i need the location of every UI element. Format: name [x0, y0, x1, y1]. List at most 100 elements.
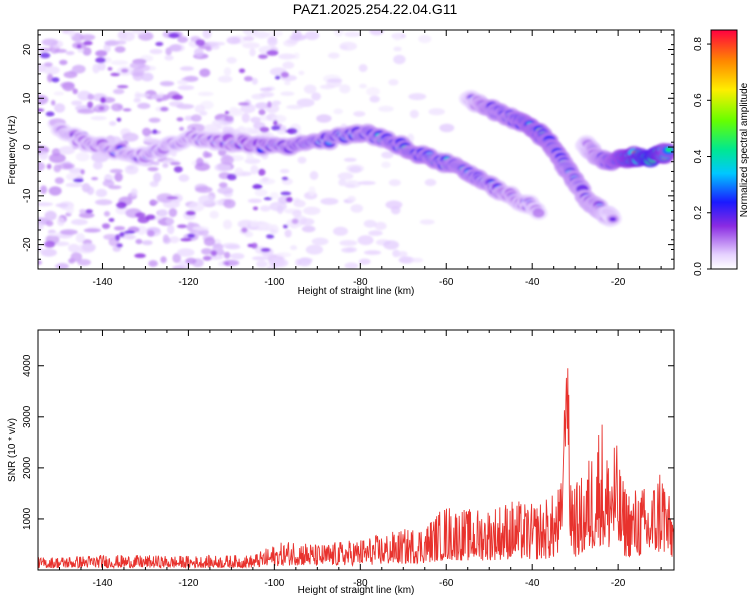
colorbar-label: Normalized spectral amplitude: [739, 82, 750, 217]
heat-speckle: [237, 219, 255, 229]
heat-speckle: [130, 188, 138, 197]
heat-blob: [224, 261, 230, 266]
heat-blob: [281, 176, 289, 181]
heat-speckle: [53, 91, 65, 96]
heat-speckle: [316, 114, 332, 123]
heat-speckle: [109, 168, 123, 174]
heat-speckle: [43, 66, 60, 75]
heat-speckle: [38, 202, 53, 207]
heat-speckle: [368, 230, 383, 236]
heat-speckle: [339, 45, 349, 50]
spectrogram-y-axis-label: Frequency (Hz): [7, 116, 18, 185]
heat-blob: [73, 178, 84, 183]
heat-blob: [116, 117, 122, 122]
heat-speckle: [40, 248, 57, 257]
heat-speckle: [38, 161, 46, 172]
heat-speckle: [43, 62, 53, 67]
heat-speckle: [226, 36, 241, 45]
heat-blob: [187, 233, 196, 238]
heat-speckle: [40, 185, 48, 194]
heat-blob: [271, 125, 281, 131]
heat-speckle: [79, 34, 96, 41]
heat-speckle: [54, 103, 66, 113]
heat-speckle: [136, 225, 147, 235]
heat-speckle: [59, 59, 68, 66]
heat-speckle: [172, 253, 181, 264]
heat-speckle: [439, 123, 455, 133]
heat-speckle: [249, 48, 256, 57]
heat-speckle: [109, 121, 117, 126]
heat-blob: [91, 177, 99, 181]
heat-speckle: [95, 188, 108, 198]
heat-blob: [51, 77, 60, 83]
heat-blob: [273, 120, 278, 126]
heat-speckle: [44, 210, 57, 221]
heat-speckle: [243, 35, 255, 42]
heat-speckle: [102, 179, 115, 187]
heat-blob: [115, 234, 121, 241]
page-title: PAZ1.2025.254.22.04.G11: [292, 1, 458, 17]
heat-blob: [38, 108, 45, 112]
x-tick-label: -120: [178, 277, 198, 288]
heat-blob: [122, 108, 132, 112]
heat-speckle: [269, 192, 279, 200]
x-tick-label: -100: [264, 277, 284, 288]
heat-blob: [173, 166, 183, 173]
heat-speckle: [124, 164, 139, 175]
heat-speckle: [122, 132, 139, 142]
heat-blob: [247, 243, 253, 248]
heat-speckle: [38, 47, 52, 52]
heat-speckle: [103, 43, 111, 53]
heat-blob: [121, 68, 129, 73]
x-tick-label: -20: [611, 578, 626, 589]
heat-speckle: [259, 87, 273, 92]
heat-blob: [145, 214, 156, 220]
x-tick-label: -60: [439, 578, 454, 589]
heat-speckle: [208, 41, 226, 46]
heat-speckle: [177, 36, 189, 43]
heat-speckle: [178, 174, 190, 182]
heat-speckle: [282, 61, 295, 69]
heat-speckle: [201, 248, 213, 255]
x-tick-label: -100: [264, 578, 284, 589]
heat-blob: [46, 163, 52, 170]
heat-speckle: [194, 162, 211, 171]
heat-speckle: [286, 104, 304, 110]
heat-speckle: [110, 60, 129, 66]
heat-blob: [39, 52, 51, 59]
heat-speckle: [293, 199, 306, 208]
heat-speckle: [83, 228, 101, 233]
heat-speckle: [223, 251, 231, 259]
heat-blob: [244, 76, 253, 82]
heat-speckle: [337, 172, 354, 180]
heat-speckle: [393, 54, 406, 65]
heat-speckle: [363, 219, 377, 228]
heat-speckle: [204, 124, 222, 131]
heat-blob: [95, 57, 106, 64]
heat-speckle: [240, 103, 256, 114]
heat-speckle: [168, 236, 180, 244]
heat-speckle: [49, 153, 66, 163]
heat-speckle: [162, 234, 170, 243]
y-tick-label: 2000: [22, 456, 33, 479]
heat-speckle: [277, 205, 284, 215]
heat-speckle: [157, 209, 169, 217]
heat-blob: [146, 230, 155, 237]
heat-speckle: [284, 229, 292, 238]
heat-speckle: [65, 51, 75, 56]
heat-speckle: [293, 52, 300, 60]
heat-speckle: [246, 153, 254, 162]
heat-blob: [210, 250, 218, 257]
heat-blob: [101, 223, 111, 230]
heat-speckle: [428, 108, 445, 116]
heat-speckle: [63, 71, 78, 79]
heat-speckle: [170, 150, 177, 157]
heat-speckle: [114, 46, 126, 53]
heat-speckle: [320, 197, 339, 205]
heat-speckle: [75, 233, 86, 243]
heat-speckle: [392, 32, 402, 41]
heat-speckle: [205, 46, 212, 52]
heat-speckle: [71, 219, 88, 226]
heat-speckle: [203, 237, 216, 247]
heat-speckle: [309, 171, 319, 180]
